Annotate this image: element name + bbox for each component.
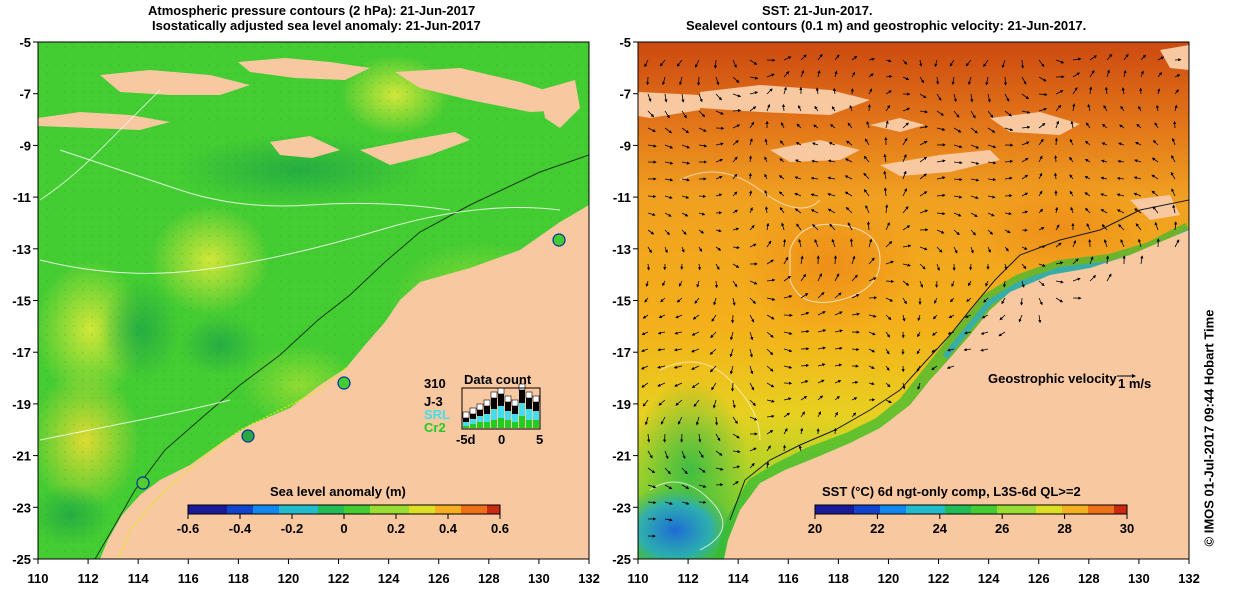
y-tick-label: -13 — [12, 242, 31, 257]
y-tick-label: -21 — [612, 449, 631, 464]
dc-tick-5: 5 — [536, 432, 543, 447]
x-tick-label: 130 — [1128, 571, 1150, 586]
geostrophic-velocity-arrows — [640, 53, 1182, 538]
y-tick-label: -17 — [12, 345, 31, 360]
velocity-legend-label: Geostrophic velocity — [988, 371, 1117, 386]
left-title-line1: Atmospheric pressure contours (2 hPa): 2… — [148, 3, 476, 18]
y-tick-label: -15 — [612, 294, 631, 309]
x-tick-label: 118 — [828, 571, 849, 586]
dc-tick-neg5: -5d — [456, 432, 476, 447]
x-tick-label: 116 — [778, 571, 799, 586]
dc-tick-0: 0 — [498, 432, 505, 447]
y-tick-label: -5 — [19, 35, 31, 50]
colorbar-tick-label: 30 — [1120, 521, 1134, 536]
x-tick-label: 112 — [78, 571, 99, 586]
right-australia-land — [724, 230, 1189, 559]
velocity-scale-label: 1 m/s — [1118, 376, 1151, 391]
x-tick-label: 110 — [28, 571, 49, 586]
x-tick-label: 126 — [428, 571, 450, 586]
left-x-axis: 110 112 114 116 118 120 122 124 126 128 130 132 — [28, 559, 600, 586]
tide-gauge-marker — [552, 233, 566, 247]
colorbar-tick-label: 20 — [808, 521, 822, 536]
y-tick-label: -19 — [12, 397, 31, 412]
y-tick-label: -13 — [612, 242, 631, 257]
y-tick-label: -9 — [619, 138, 631, 153]
data-count-title: Data count — [464, 372, 532, 387]
colorbar-tick-label: -0.6 — [177, 521, 199, 536]
tide-gauge-marker — [241, 429, 255, 443]
right-map-plot-area — [638, 42, 1189, 559]
y-tick-label: -25 — [12, 552, 31, 567]
x-tick-label: 132 — [578, 571, 600, 586]
colorbar-tick-label: 24 — [933, 521, 948, 536]
x-tick-label: 124 — [378, 571, 400, 586]
left-colorbar: Sea level anomaly (m) -0.6 -0.4 -0.2 0 0.2 0.… — [177, 484, 509, 536]
legend-cr2: Cr2 — [424, 420, 446, 435]
tide-gauge-marker — [337, 376, 351, 390]
colorbar-tick-label: -0.2 — [281, 521, 303, 536]
x-tick-label: 110 — [628, 571, 649, 586]
tide-gauge-marker — [136, 476, 150, 490]
colorbar-tick-label: 0 — [340, 521, 347, 536]
x-tick-label: 124 — [978, 571, 1000, 586]
left-map-plot-area — [38, 42, 589, 559]
right-title-line1: SST: 21-Jun-2017. — [762, 3, 873, 18]
left-title-line2: Isostatically adjusted sea level anomaly… — [152, 18, 481, 33]
y-tick-label: -7 — [619, 87, 631, 102]
x-tick-label: 130 — [528, 571, 550, 586]
colorbar-tick-label: -0.4 — [229, 521, 252, 536]
data-count-max: 310 — [424, 376, 446, 391]
y-tick-label: -15 — [12, 294, 31, 309]
x-tick-label: 128 — [478, 571, 500, 586]
x-tick-label: 114 — [128, 571, 150, 586]
x-tick-label: 122 — [328, 571, 350, 586]
right-title-line2: Sealevel contours (0.1 m) and geostrophi… — [686, 18, 1087, 33]
credit-text: © IMOS 01-Jul-2017 09:44 Hobart Time — [1201, 292, 1217, 564]
left-y-axis: -5 -7 -9 -11 -13 -15 -17 -19 -21 -23 -25 — [12, 35, 38, 567]
colorbar-tick-label: 22 — [870, 521, 884, 536]
colorbar-tick-label: 0.4 — [439, 521, 458, 536]
x-tick-label: 122 — [928, 571, 950, 586]
y-tick-label: -23 — [612, 500, 631, 515]
right-y-axis: -5 -7 -9 -11 -13 -15 -17 -19 -21 -23 -25 — [612, 35, 638, 567]
x-tick-label: 120 — [878, 571, 900, 586]
x-tick-label: 126 — [1028, 571, 1050, 586]
colorbar-tick-label: 26 — [995, 521, 1009, 536]
legend-srl: SRL — [424, 407, 450, 422]
colorbar-tick-label: 0.6 — [491, 521, 509, 536]
y-tick-label: -25 — [612, 552, 631, 567]
x-tick-label: 132 — [1178, 571, 1200, 586]
right-x-axis: 110 112 114 116 118 120 122 124 126 128 130 132 — [628, 559, 1200, 586]
x-tick-label: 118 — [228, 571, 249, 586]
x-tick-label: 120 — [278, 571, 300, 586]
y-tick-label: -9 — [19, 138, 31, 153]
y-tick-label: -5 — [619, 35, 631, 50]
y-tick-label: -11 — [13, 190, 31, 205]
colorbar-tick-label: 28 — [1057, 521, 1071, 536]
x-tick-label: 116 — [178, 571, 199, 586]
right-colorbar: SST (°C) 6d ngt-only comp, L3S-6d QL>=2 … — [808, 484, 1134, 536]
credit-label: © IMOS 01-Jul-2017 09:44 Hobart Time — [1201, 309, 1217, 547]
y-tick-label: -19 — [612, 397, 631, 412]
right-colorbar-label: SST (°C) 6d ngt-only comp, L3S-6d QL>=2 — [822, 484, 1081, 499]
colorbar-tick-label: 0.2 — [387, 521, 405, 536]
y-tick-label: -11 — [613, 190, 631, 205]
legend-j3: J-3 — [424, 394, 443, 409]
x-tick-label: 112 — [678, 571, 699, 586]
x-tick-label: 128 — [1078, 571, 1100, 586]
left-colorbar-label: Sea level anomaly (m) — [270, 484, 406, 499]
y-tick-label: -17 — [612, 345, 631, 360]
data-count-inset: Data count 310 J-3 SRL Cr2 -5d 0 5 — [424, 372, 543, 447]
y-tick-label: -23 — [12, 500, 31, 515]
x-tick-label: 114 — [728, 571, 750, 586]
y-tick-label: -7 — [19, 87, 31, 102]
sst-map: -5 -7 -9 -11 -13 -15 -17 -19 -21 -23 -25 110 112 114… — [612, 35, 1200, 586]
sea-level-anomaly-map: -5 -7 -9 -11 -13 -15 -17 -19 -21 -23 -25 110 112 114… — [12, 35, 600, 586]
y-tick-label: -21 — [12, 449, 31, 464]
